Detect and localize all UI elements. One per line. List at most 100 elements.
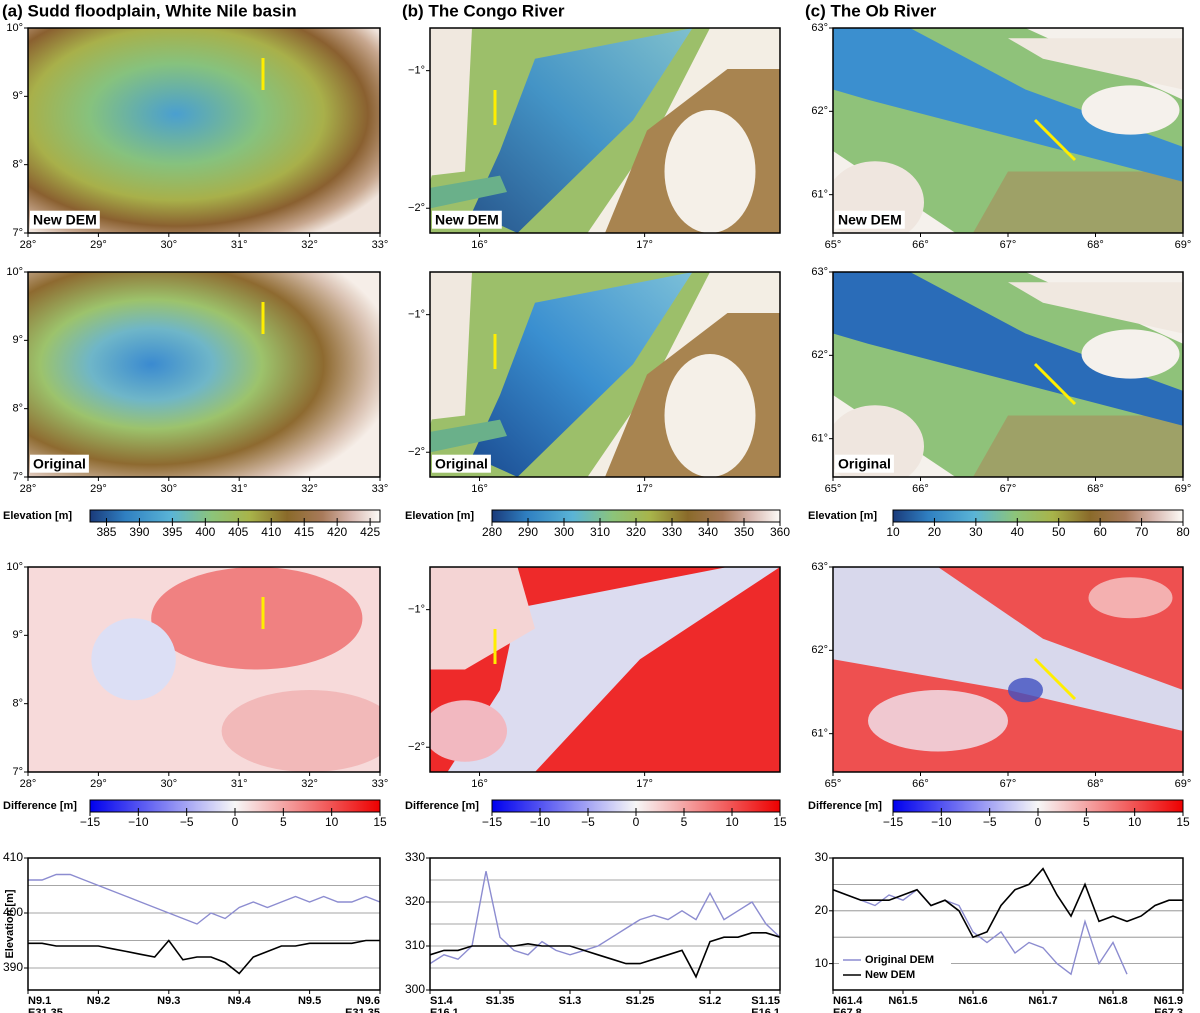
x-tick-label: N9.2 <box>87 995 110 1007</box>
y-tick-label: 390 <box>3 960 23 974</box>
colorbar-tick-label: −15 <box>883 815 904 829</box>
colorbar-tick-label: 300 <box>554 525 574 539</box>
map-region <box>430 567 535 670</box>
map-region <box>430 175 507 209</box>
x-tick-label: 68° <box>1087 483 1104 495</box>
colorbar-tick-label: 20 <box>928 525 942 539</box>
map-region <box>664 354 756 477</box>
y-tick-label: −2° <box>408 741 425 753</box>
x-tick-label: 30° <box>160 239 177 251</box>
colorbar-tick-label: 10 <box>325 815 339 829</box>
map-frame <box>27 566 381 773</box>
map-region <box>1008 282 1183 334</box>
y-tick-label: −1° <box>408 604 425 616</box>
map-region <box>1081 329 1180 379</box>
x-tick-label: N61.4 <box>833 995 863 1007</box>
map-label-box <box>432 210 502 229</box>
map-label: Original <box>838 456 891 472</box>
colorbar-tick-label: 330 <box>662 525 682 539</box>
map-region <box>472 28 693 233</box>
y-tick-label: 9° <box>12 90 23 102</box>
x-tick-label: 17° <box>636 778 653 790</box>
x-tick-label: N9.6 <box>357 995 380 1007</box>
legend-box <box>839 952 951 984</box>
colorbar-tick-label: 5 <box>681 815 688 829</box>
y-tick-label: 8° <box>12 698 23 710</box>
colorbar-tick-label: −5 <box>180 815 194 829</box>
x-tick-label: 32° <box>301 778 318 790</box>
x-tick-sublabel: E16.1 <box>430 1007 459 1013</box>
x-tick-label: 67° <box>1000 778 1017 790</box>
x-tick-label: 33° <box>372 778 389 790</box>
y-tick-label: 20 <box>815 903 829 917</box>
map-region <box>973 415 1183 477</box>
colorbar <box>892 509 1184 523</box>
colorbar-tick-label: 10 <box>725 815 739 829</box>
map-image <box>833 28 1183 233</box>
colorbar <box>89 509 381 523</box>
colorbar-tick-label: 15 <box>773 815 787 829</box>
colorbar-tick-label: 350 <box>734 525 754 539</box>
colorbar-tick-label: 415 <box>294 525 314 539</box>
panel-title: (b) The Congo River <box>402 1 565 20</box>
x-tick-label: 16° <box>471 239 488 251</box>
x-tick-label: 31° <box>231 483 248 495</box>
map-label: New DEM <box>33 212 97 228</box>
x-tick-label: 30° <box>160 778 177 790</box>
map-background <box>28 272 380 477</box>
colorbar-label: Difference [m] <box>3 800 77 812</box>
x-tick-label: 66° <box>912 778 929 790</box>
x-tick-label: 66° <box>912 239 929 251</box>
y-tick-label: 61° <box>811 728 828 740</box>
map-label-box <box>835 210 905 229</box>
y-tick-label: 9° <box>12 334 23 346</box>
map-region <box>833 272 1183 426</box>
colorbar-tick-label: 15 <box>1176 815 1190 829</box>
colorbar-tick-label: −10 <box>530 815 551 829</box>
y-tick-label: 61° <box>811 189 828 201</box>
map-image <box>430 28 780 233</box>
colorbar-tick-label: 405 <box>228 525 248 539</box>
x-tick-label: N61.9 <box>1154 995 1183 1007</box>
colorbar-tick-label: 390 <box>129 525 149 539</box>
x-tick-label: 28° <box>20 483 37 495</box>
colorbar-label: Difference [m] <box>405 800 479 812</box>
colorbar-tick-label: 40 <box>1011 525 1025 539</box>
colorbar-tick-label: 30 <box>969 525 983 539</box>
plot-frame <box>832 857 1184 991</box>
y-tick-label: 10° <box>6 22 23 34</box>
x-tick-label: S1.25 <box>626 995 655 1007</box>
map-region <box>833 28 1183 182</box>
map-frame <box>27 271 381 478</box>
y-tick-label: 30 <box>815 850 829 864</box>
map-label-box <box>835 454 894 473</box>
map-region <box>1088 577 1173 619</box>
colorbar-tick-label: −10 <box>128 815 149 829</box>
y-tick-label: 62° <box>811 349 828 361</box>
map-region <box>1008 677 1043 703</box>
colorbar-tick-label: 290 <box>518 525 538 539</box>
x-tick-label: N9.4 <box>228 995 252 1007</box>
legend-label: Original DEM <box>865 954 934 966</box>
x-tick-label: 67° <box>1000 239 1017 251</box>
colorbar-tick-label: 410 <box>261 525 281 539</box>
map-label-box <box>30 454 89 473</box>
x-tick-label: 31° <box>231 239 248 251</box>
y-tick-label: 400 <box>3 905 23 919</box>
colorbar-tick-label: 420 <box>327 525 347 539</box>
y-tick-label: 7° <box>12 766 23 778</box>
y-tick-label: −1° <box>408 65 425 77</box>
colorbar-tick-label: 10 <box>1128 815 1142 829</box>
map-image <box>28 567 380 772</box>
map-image <box>430 567 780 772</box>
y-tick-label: −2° <box>408 446 425 458</box>
panel-title: (c) The Ob River <box>805 1 937 20</box>
x-tick-label: N61.5 <box>888 995 917 1007</box>
colorbar-tick-label: 310 <box>590 525 610 539</box>
x-tick-label: 65° <box>825 778 842 790</box>
map-frame <box>429 27 781 234</box>
series-line <box>28 939 380 975</box>
x-tick-label: 33° <box>372 483 389 495</box>
x-tick-label: 69° <box>1175 483 1192 495</box>
